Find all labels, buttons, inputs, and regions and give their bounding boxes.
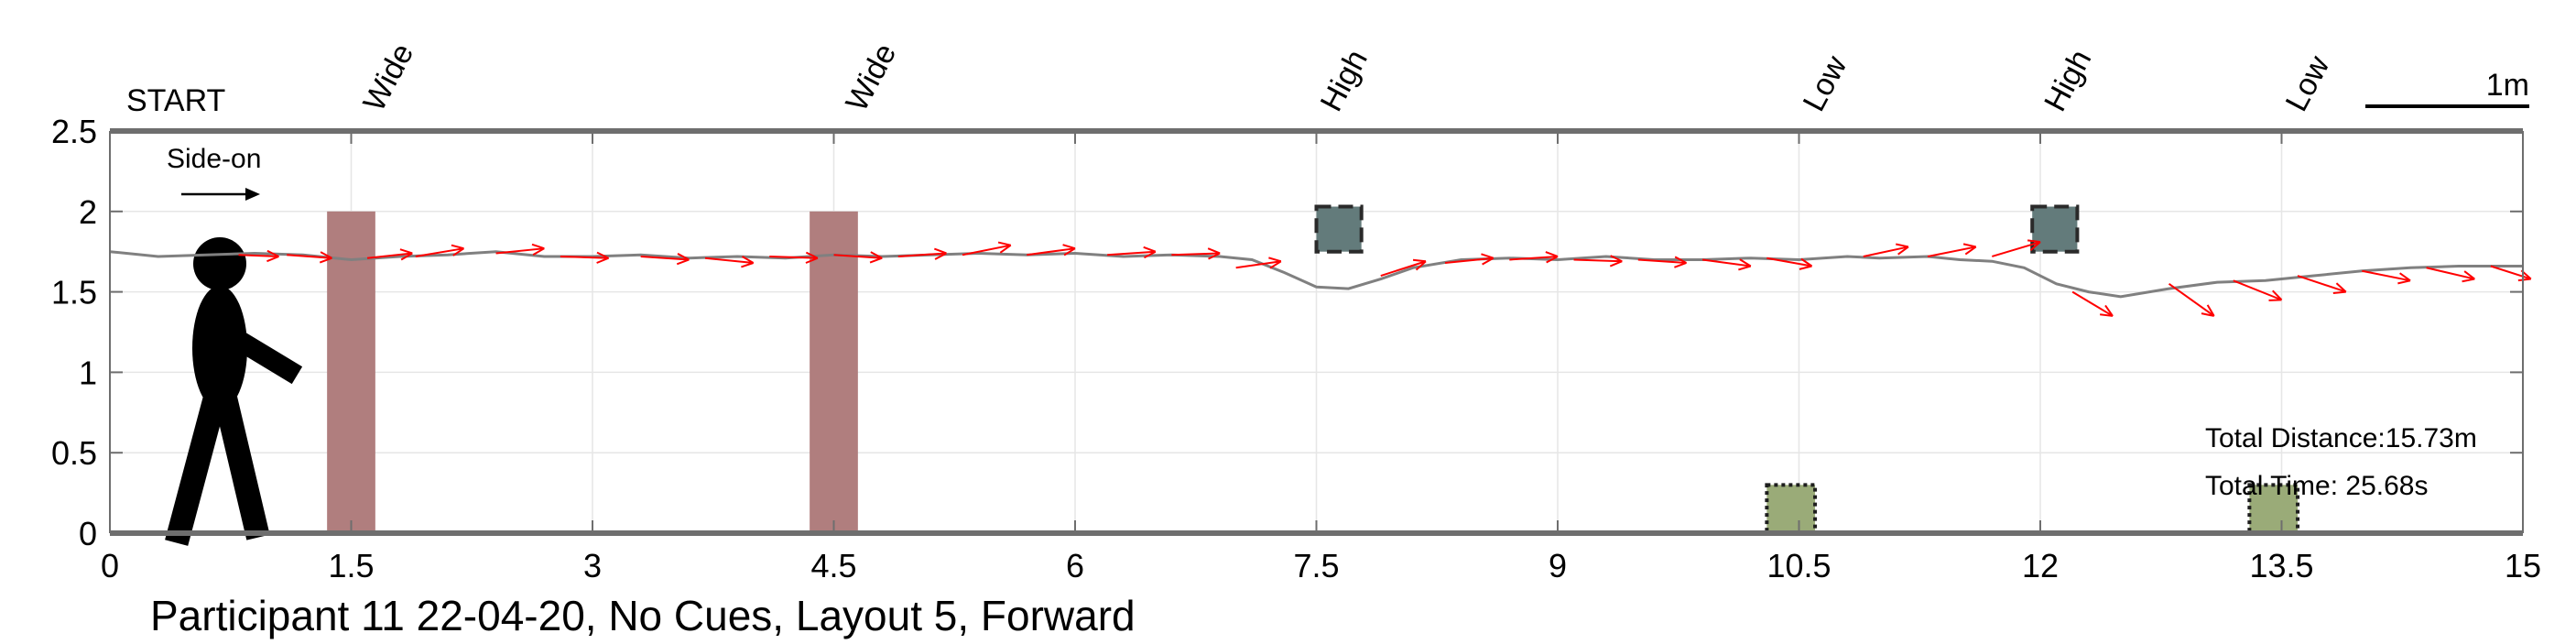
obstacle-type-label: High <box>1314 44 1375 117</box>
direction-vector <box>1863 243 1909 257</box>
y-tick-label: 1 <box>79 354 97 391</box>
direction-vector <box>833 251 883 264</box>
direction-vector <box>1444 253 1495 266</box>
direction-arrow-icon <box>181 188 260 201</box>
y-tick-label: 1.5 <box>51 274 97 311</box>
direction-vector <box>897 247 947 260</box>
direction-vector <box>2233 279 2283 301</box>
scale-bar-label: 1m <box>2486 68 2529 103</box>
y-tick-label: 2 <box>79 193 97 231</box>
direction-vector <box>2297 275 2347 294</box>
x-tick-label: 13.5 <box>2249 547 2313 584</box>
direction-vector <box>1027 244 1076 257</box>
high-obstacle <box>1314 204 1364 254</box>
direction-vector <box>415 244 465 257</box>
obstacle-labels: Wide Wide High Low High Low <box>356 38 2336 117</box>
chart-title: Participant 11 22-04-20, No Cues, Layout… <box>150 592 1136 639</box>
direction-vector <box>2426 267 2475 283</box>
obstacle-type-label: Wide <box>839 38 903 117</box>
y-tick-label: 2.5 <box>51 113 97 150</box>
direction-vector <box>1509 251 1559 264</box>
trajectory-line <box>109 250 2523 299</box>
y-tick-label: 0 <box>79 515 97 552</box>
direction-vector <box>1107 246 1157 259</box>
x-tick-label: 10.5 <box>1766 547 1831 584</box>
x-tick-label: 15 <box>2505 547 2541 584</box>
obstacles <box>327 204 2300 536</box>
x-tick-label: 3 <box>583 547 602 584</box>
direction-label: Side-on <box>167 144 261 174</box>
direction-vector <box>640 253 690 266</box>
obstacle-type-label: Low <box>2279 49 2337 116</box>
x-tick-label: 1.5 <box>328 547 374 584</box>
direction-vector <box>238 249 279 263</box>
x-tick-label: 12 <box>2022 547 2059 584</box>
x-tick-label: 0 <box>101 547 119 584</box>
direction-vector <box>2168 283 2215 317</box>
direction-vector <box>1927 243 1977 257</box>
total-time-annotation: Total Time: 25.68s <box>2205 471 2428 501</box>
direction-vector <box>2362 269 2411 285</box>
direction-vector <box>560 251 610 264</box>
high-obstacle <box>2030 204 2080 254</box>
direction-vector <box>962 241 1012 257</box>
low-obstacle <box>1765 483 1818 536</box>
direction-vector <box>1573 255 1623 267</box>
obstacle-type-label: Wide <box>356 38 420 117</box>
x-tick-label: 6 <box>1066 547 1084 584</box>
x-tick-label: 7.5 <box>1293 547 1339 584</box>
tick-labels: 0 1.5 3 4.5 6 7.5 9 10.5 12 13.5 15 0 0.5 1 1.5 2 2.5 <box>51 113 2541 584</box>
obstacle-type-label: High <box>2038 44 2098 117</box>
direction-vector <box>769 251 819 264</box>
direction-vector <box>1171 247 1221 260</box>
direction-vector <box>1380 258 1427 277</box>
direction-vector <box>1701 258 1752 271</box>
direction-vectors <box>238 239 2532 317</box>
grid-lines <box>109 130 2524 534</box>
direction-vector <box>1992 239 2041 257</box>
direction-vector <box>704 256 755 268</box>
obstacle-type-label: Low <box>1797 49 1854 116</box>
direction-vector <box>1637 256 1687 268</box>
trajectory <box>109 250 2523 299</box>
x-tick-label: 4.5 <box>810 547 856 584</box>
axes <box>109 128 2524 536</box>
direction-vector <box>1235 257 1282 269</box>
direction-vector <box>2071 290 2114 317</box>
direction-vector <box>366 248 413 261</box>
direction-vector <box>2490 265 2532 282</box>
wide-obstacle <box>327 211 375 534</box>
start-label: START <box>126 83 225 118</box>
direction-vector <box>495 243 545 257</box>
x-tick-label: 9 <box>1549 547 1567 584</box>
direction-vector <box>287 251 332 264</box>
direction-vector <box>1766 257 1813 270</box>
wide-obstacle <box>810 211 858 534</box>
walker-figure-icon <box>165 237 303 546</box>
y-tick-label: 0.5 <box>51 434 97 472</box>
total-distance-annotation: Total Distance:15.73m <box>2205 423 2477 453</box>
